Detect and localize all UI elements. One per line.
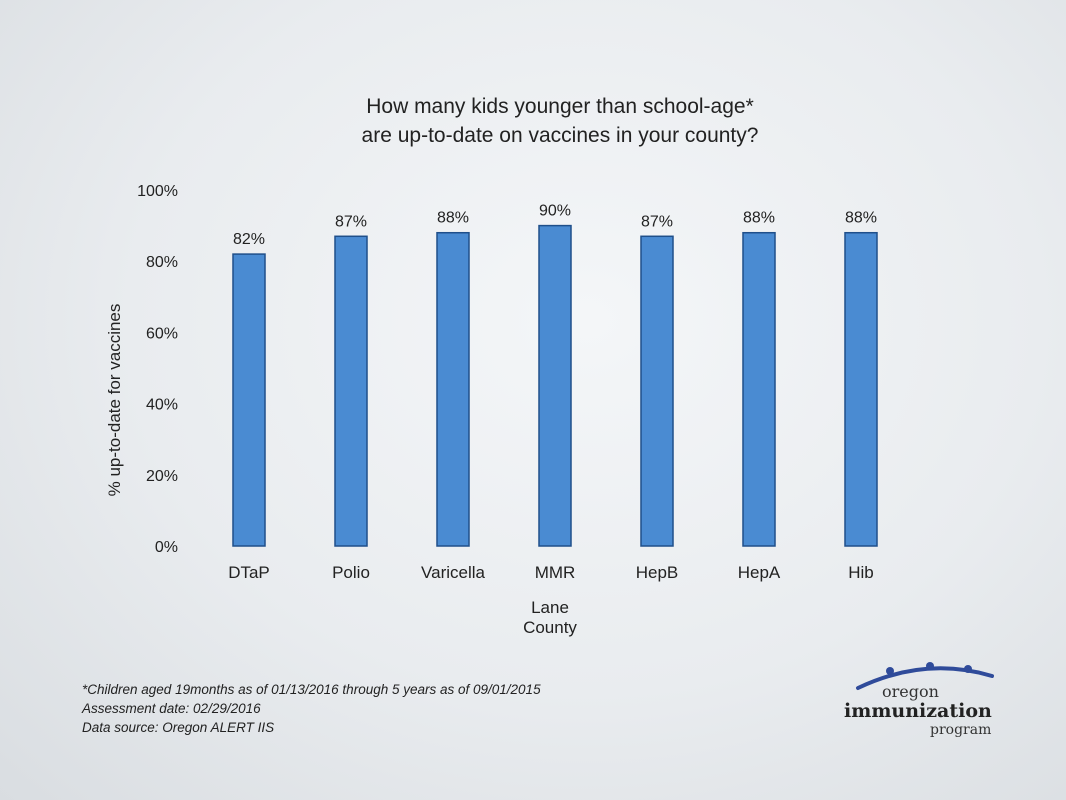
footnote-assessment-date: Assessment date: 02/29/2016 xyxy=(82,701,261,716)
value-label-varicella: 88% xyxy=(437,210,469,227)
value-label-hib: 88% xyxy=(845,210,877,227)
footnote-data-source: Data source: Oregon ALERT IIS xyxy=(82,720,275,735)
logo-oregon-text: oregon xyxy=(882,682,939,701)
value-label-hepa: 88% xyxy=(743,210,775,227)
chart-title-line-2: are up-to-date on vaccines in your count… xyxy=(361,124,759,147)
logo-program-text: program xyxy=(930,722,992,738)
bar-mmr xyxy=(538,224,572,547)
logo-people-icon xyxy=(856,662,994,690)
bar-polio xyxy=(334,235,368,547)
value-label-mmr: 90% xyxy=(539,203,571,220)
y-tick-label: 40% xyxy=(146,397,178,414)
x-tick-label-varicella: Varicella xyxy=(421,563,485,582)
x-tick-label-mmr: MMR xyxy=(535,563,576,582)
oregon-immunization-logo: oregon immunization program xyxy=(838,662,1008,742)
x-axis-ticks: DTaP Polio Varicella MMR HepB HepA Hib xyxy=(228,563,874,582)
footnotes: *Children aged 19months as of 01/13/2016… xyxy=(82,680,541,737)
bar-dtap xyxy=(232,253,266,547)
x-tick-label-hepb: HepB xyxy=(636,563,679,582)
logo-immunization-text: immunization xyxy=(844,700,992,722)
value-label-polio: 87% xyxy=(335,213,367,230)
x-tick-label-polio: Polio xyxy=(332,563,370,582)
y-tick-label: 0% xyxy=(155,539,178,556)
x-axis-label-line-2: County xyxy=(523,618,577,637)
bars xyxy=(232,224,878,547)
y-tick-label: 100% xyxy=(137,183,178,200)
y-tick-label: 20% xyxy=(146,468,178,485)
value-label-hepb: 87% xyxy=(641,213,673,230)
value-label-dtap: 82% xyxy=(233,231,265,248)
y-axis-label: % up-to-date for vaccines xyxy=(105,303,124,497)
footnote-children-age: *Children aged 19months as of 01/13/2016… xyxy=(82,682,541,697)
x-tick-label-hib: Hib xyxy=(848,563,874,582)
y-tick-label: 80% xyxy=(146,254,178,271)
x-axis-label: Lane County xyxy=(505,598,595,638)
bar-hepb xyxy=(640,235,674,547)
bar-hepa xyxy=(742,231,776,547)
bar-hib xyxy=(844,231,878,547)
chart-title: How many kids younger than school-age* a… xyxy=(300,92,820,150)
value-labels: 82% 87% 88% 90% 87% 88% 88% xyxy=(233,203,877,248)
x-axis-label-line-1: Lane xyxy=(531,598,569,617)
y-axis-ticks: 0% 20% 40% 60% 80% 100% xyxy=(137,183,178,556)
x-tick-label-dtap: DTaP xyxy=(228,563,270,582)
x-tick-label-hepa: HepA xyxy=(738,563,781,582)
y-tick-label: 60% xyxy=(146,325,178,342)
chart-title-line-1: How many kids younger than school-age* xyxy=(366,95,754,118)
bar-varicella xyxy=(436,231,470,547)
